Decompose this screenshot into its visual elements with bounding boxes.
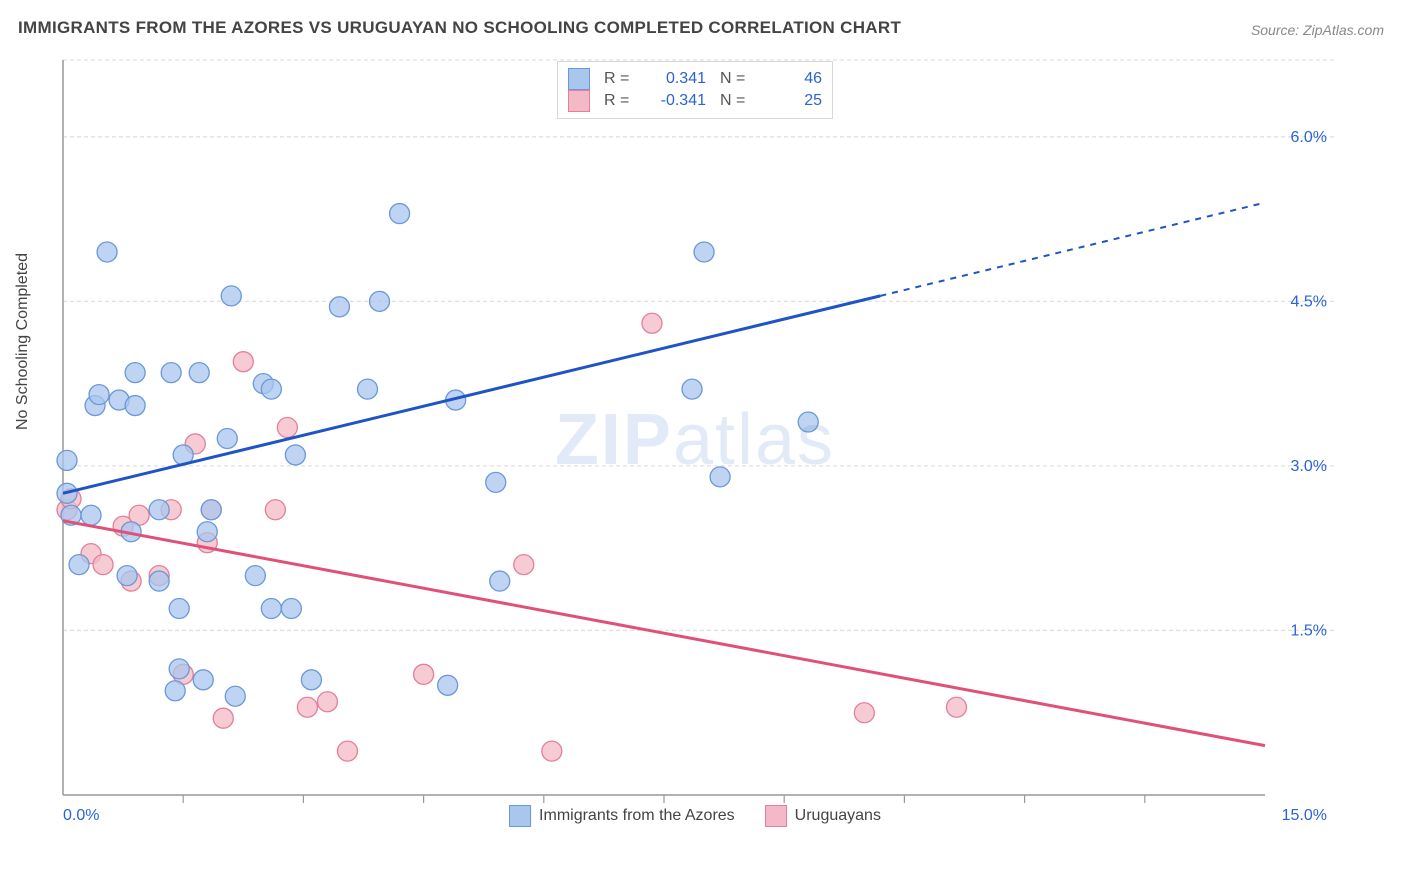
svg-text:1.5%: 1.5% <box>1291 622 1327 639</box>
x-axis-max-label: 15.0% <box>1282 807 1327 825</box>
x-axis-min-label: 0.0% <box>63 807 99 825</box>
plot-area: ZIPatlas 1.5%3.0%4.5%6.0% R = 0.341 N = … <box>55 55 1335 825</box>
legend-row-azores: R = 0.341 N = 46 <box>568 68 822 90</box>
n-value-uruguayans: 25 <box>762 90 822 112</box>
svg-text:4.5%: 4.5% <box>1291 293 1327 310</box>
chart-title: IMMIGRANTS FROM THE AZORES VS URUGUAYAN … <box>18 18 901 38</box>
svg-text:6.0%: 6.0% <box>1291 129 1327 146</box>
n-label: N = <box>720 90 748 112</box>
r-value-azores: 0.341 <box>646 68 706 90</box>
swatch-uruguayans-icon <box>765 805 787 827</box>
legend-label-uruguayans: Uruguayans <box>795 807 881 825</box>
correlation-legend: R = 0.341 N = 46 R = -0.341 N = 25 <box>557 61 833 119</box>
swatch-uruguayans-icon <box>568 90 590 112</box>
r-label: R = <box>604 90 632 112</box>
source-attribution: Source: ZipAtlas.com <box>1251 22 1384 38</box>
r-label: R = <box>604 68 632 90</box>
swatch-azores-icon <box>568 68 590 90</box>
svg-text:3.0%: 3.0% <box>1291 458 1327 475</box>
n-value-azores: 46 <box>762 68 822 90</box>
r-value-uruguayans: -0.341 <box>646 90 706 112</box>
n-label: N = <box>720 68 748 90</box>
y-axis-label: No Schooling Completed <box>14 253 32 430</box>
legend-item-azores: Immigrants from the Azores <box>509 805 735 827</box>
scatter-chart: 1.5% 3.0% 4.5% 6.0% <box>55 55 1335 825</box>
legend-label-azores: Immigrants from the Azores <box>539 807 735 825</box>
legend-row-uruguayans: R = -0.341 N = 25 <box>568 90 822 112</box>
legend-item-uruguayans: Uruguayans <box>765 805 881 827</box>
series-legend: Immigrants from the Azores Uruguayans <box>509 805 881 827</box>
swatch-azores-icon <box>509 805 531 827</box>
